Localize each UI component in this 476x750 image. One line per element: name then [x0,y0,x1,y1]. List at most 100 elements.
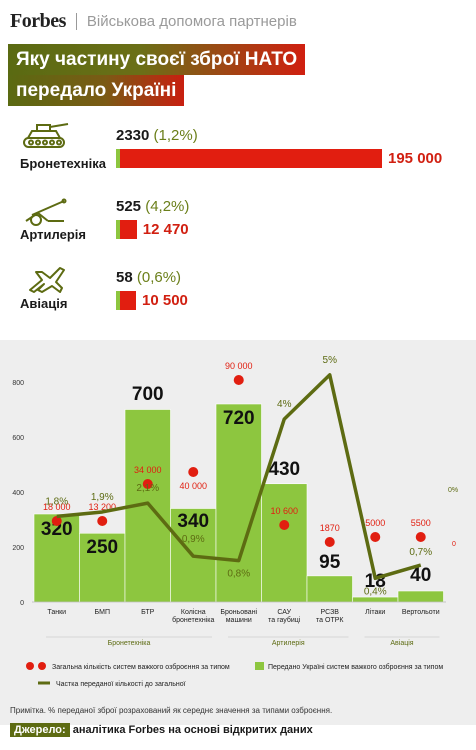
share-label: 1,9% [91,492,114,503]
total-dot [188,467,199,477]
total-value-label: 18 000 [43,502,71,512]
summary-total-aviation: 10 500 [142,292,188,309]
category-label: БТР [141,609,155,616]
transferred-bar-artillery [116,220,120,239]
bar-value-label: 95 [319,552,341,573]
transferred-bar [306,575,353,603]
count-value: 58 [116,269,133,286]
count-percent: (1,2%) [153,127,198,144]
header: Forbes Військова допомога партнерів [10,8,297,34]
bar-value-label: 320 [41,519,73,540]
footer [0,725,476,750]
group-label: Бронетехніка [108,639,151,647]
legend-red-dot [38,662,46,670]
category-label: Броньовані [220,608,257,616]
total-value-label: 90 000 [225,361,253,371]
y-tick-label: 0 [20,600,24,607]
share-label: 2,1% [136,483,159,494]
y-tick-label: 800 [12,380,24,387]
bar-value-label: 250 [86,537,118,558]
total-value-label: 34 000 [134,465,162,475]
transferred-bar [397,590,444,603]
y-tick-label: 600 [12,435,24,442]
source-line: Джерело: аналітика Forbes на основі відк… [10,723,313,737]
total-dot [370,532,381,542]
legend-red-dot [26,662,34,670]
total-value-label: 10 600 [270,506,298,516]
category-label: САУ [277,609,291,616]
category-label: БМП [95,609,110,616]
total-dot [324,537,335,547]
aircraft-icon [29,267,65,293]
share-label: 4% [277,399,292,410]
title-line-2: передало Україні [8,75,185,106]
transferred-bar [33,513,80,603]
category-label: Танки [47,609,66,616]
share-label: 0,8% [227,569,250,580]
summary-label-armor: Бронетехніка [20,156,106,171]
share-label: 0,7% [409,547,432,558]
total-dot [279,520,290,530]
group-label: Артилерія [272,639,305,647]
total-value-label: 5500 [411,518,431,528]
bar-value-label: 720 [223,408,255,429]
y-tick-label: 200 [12,545,24,552]
chart-note: Примітка. % переданої зброї розрахований… [10,706,333,715]
y-tick-label: 400 [12,490,24,497]
summary-count-armor: 2330 (1,2%) [116,127,198,144]
total-bar-artillery [120,220,137,239]
legend-total-label: Загальна кількість систем важкого озброє… [52,663,230,671]
share-label: 0,9% [182,534,205,545]
share-line [56,373,422,581]
transferred-bar [352,596,399,603]
category-label: Колісна [181,608,206,616]
artillery-icon [25,198,67,226]
count-value: 525 [116,198,142,215]
bar-value-label: 430 [268,459,300,480]
y2-tick-label-olive: 0% [448,487,458,494]
summary-count-artillery: 525 (4,2%) [116,198,189,215]
category-label: Вертольоти [402,609,440,616]
y2-tick-label-red: 0 [452,541,456,548]
bar-value-label: 700 [132,384,164,405]
total-bar-armor [120,149,382,168]
summary-total-artillery: 12 470 [142,221,189,238]
transferred-bar-armor [116,149,120,168]
total-value-label: 13 200 [88,502,116,512]
title-line-1: Яку частину своєї зброї НАТО [8,44,306,75]
total-dot [415,532,426,542]
bar-value-label: 340 [177,511,209,532]
legend-transferred-label: Передано Україні систем важкого озброєнн… [268,663,443,671]
total-dot [233,375,244,385]
total-bar-aviation [120,291,136,310]
source-label: Джерело: [10,723,70,737]
legend-share-label: Частка переданої кількості до загальної [56,680,186,688]
category-label: машини [226,617,252,624]
count-value: 2330 [116,127,150,144]
source-text: аналітика Forbes на основі відкритих дан… [72,724,313,736]
group-label: Авіація [390,639,413,647]
total-dot [97,516,108,526]
transferred-bar [261,483,308,603]
total-dot [142,479,153,489]
transferred-bar [79,532,126,603]
total-value-label: 40 000 [179,481,207,491]
summary-total-armor: 195 000 [388,150,443,167]
header-divider [75,12,77,30]
count-percent: (0,6%) [136,269,182,286]
total-value-label: 5000 [365,518,385,528]
header-subtitle: Військова допомога партнерів [86,12,297,30]
share-label: 0,4% [364,586,387,597]
total-dot [51,516,62,526]
tank-icon [23,123,69,148]
share-label: 1,8% [45,496,68,507]
brand-logo: Forbes [10,9,66,32]
bar-value-label: 40 [410,565,431,586]
summary-label-artillery: Артилерія [20,227,86,242]
share-label: 5% [323,355,338,366]
total-value-label: 1870 [320,523,340,533]
summary-label-aviation: Авіація [20,296,68,311]
legend-green-swatch [255,662,264,670]
transferred-bar-aviation [116,291,120,310]
